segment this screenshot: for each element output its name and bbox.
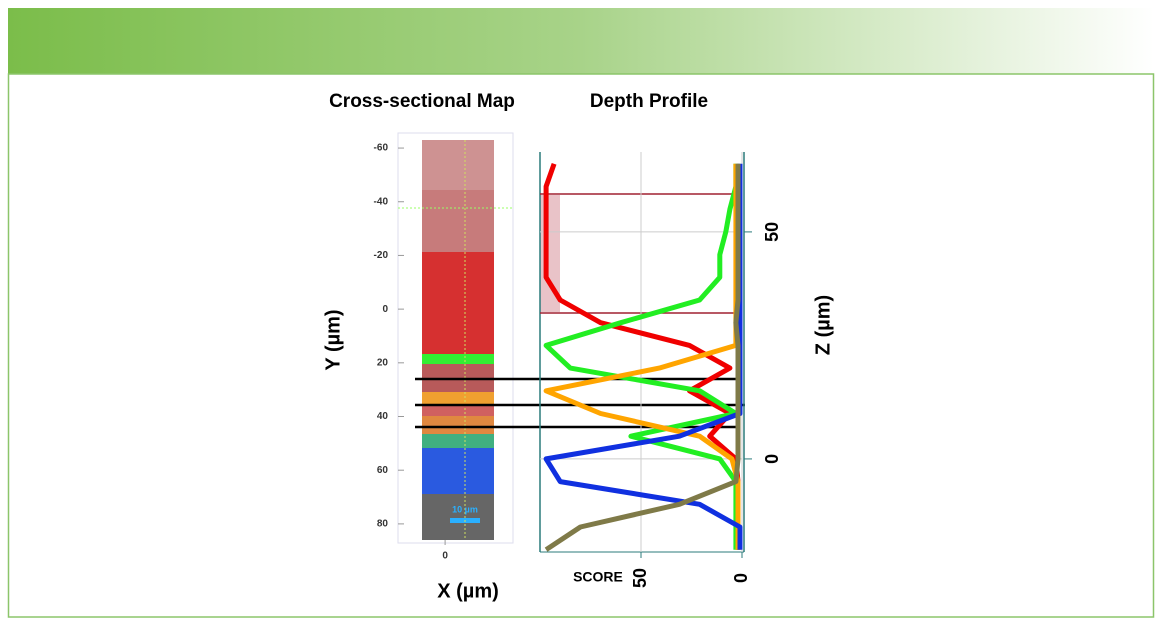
header-bar [8, 8, 1154, 74]
y-tick-label: 80 [377, 519, 389, 530]
z-tick-label: 0 [762, 454, 782, 464]
map-image [397, 132, 514, 544]
map-title: Cross-sectional Map [329, 91, 515, 112]
y-axis-label: Y (µm) [322, 309, 344, 370]
y-tick-label: 0 [382, 304, 388, 315]
scale-bar-label: 10 µm [452, 504, 478, 514]
z-axis-label: Z (µm) [812, 295, 834, 355]
y-tick-label: -60 [374, 143, 389, 154]
profile-line [544, 163, 741, 552]
score-tick-label: 0 [731, 573, 751, 583]
y-tick-label: -20 [374, 250, 389, 261]
x-tick-label: 0 [442, 551, 448, 562]
profile-title: Depth Profile [590, 91, 708, 112]
frame [7, 73, 1155, 618]
y-tick-label: 20 [377, 357, 389, 368]
y-tick-label: 60 [377, 465, 389, 476]
score-tick-label: 50 [630, 568, 650, 588]
x-axis-label: X (µm) [437, 580, 499, 602]
y-tick-label: 40 [377, 411, 389, 422]
score-label: SCORE [573, 569, 623, 585]
z-tick-label: 50 [762, 222, 782, 242]
y-tick-label: -40 [374, 196, 389, 207]
